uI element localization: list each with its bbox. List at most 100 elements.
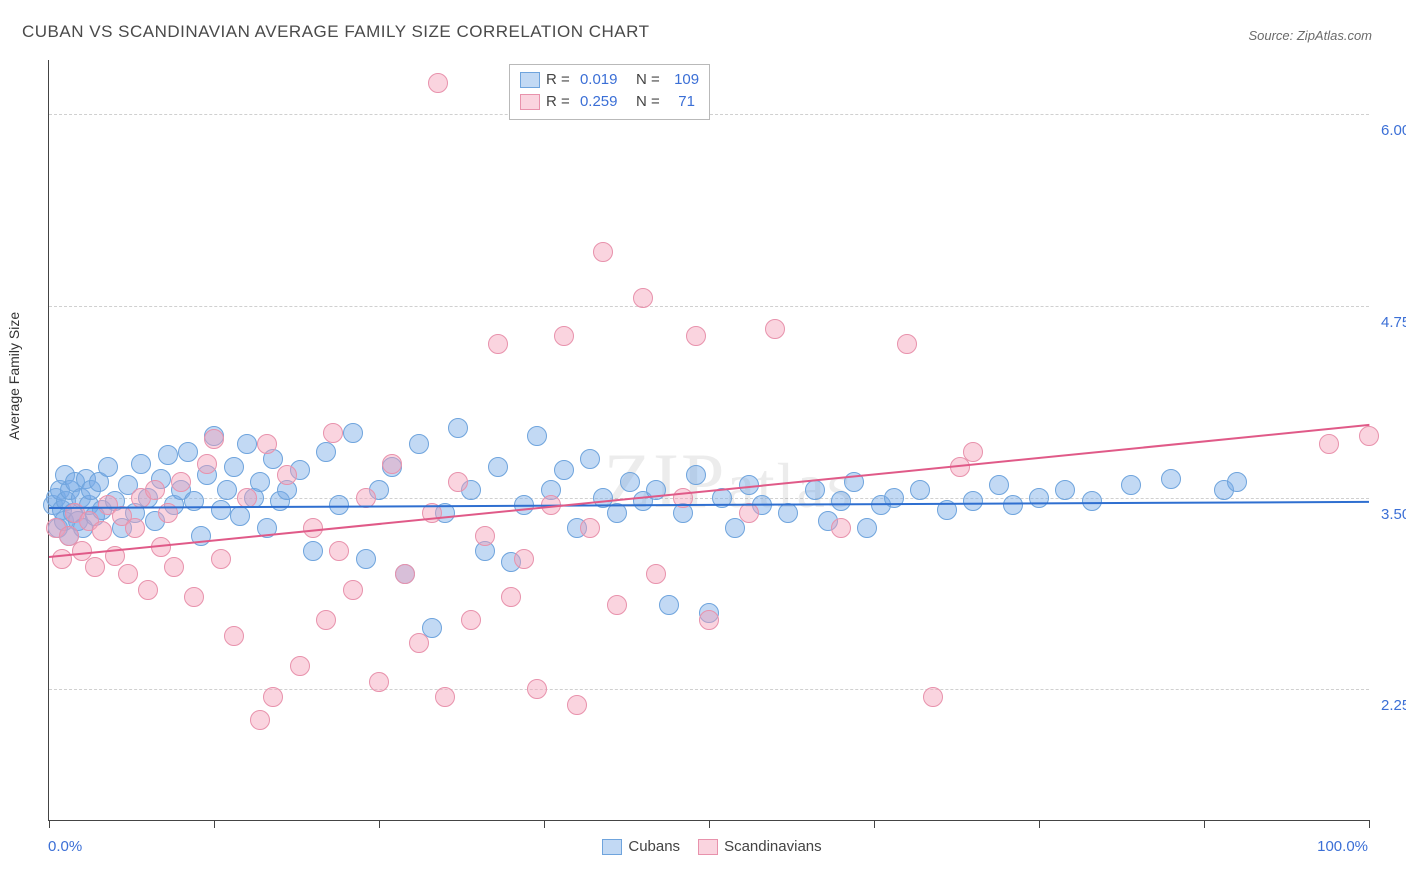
data-point <box>184 587 204 607</box>
bottom-legend: Cubans Scandinavians <box>0 838 1406 855</box>
x-tick <box>214 820 215 828</box>
data-point <box>125 518 145 538</box>
data-point <box>224 626 244 646</box>
data-point <box>686 326 706 346</box>
data-point <box>178 442 198 462</box>
stat-label: R = <box>546 69 574 91</box>
data-point <box>211 500 231 520</box>
data-point <box>765 319 785 339</box>
stat-r-value: 0.019 <box>580 69 618 91</box>
data-point <box>263 687 283 707</box>
data-point <box>211 549 231 569</box>
y-tick-label: 6.00 <box>1373 122 1406 139</box>
data-point <box>989 475 1009 495</box>
data-point <box>633 288 653 308</box>
data-point <box>382 454 402 474</box>
x-tick <box>1369 820 1370 828</box>
data-point <box>831 491 851 511</box>
data-point <box>501 587 521 607</box>
data-point <box>217 480 237 500</box>
data-point <box>131 454 151 474</box>
stat-label: N = <box>623 91 663 113</box>
y-tick-label: 4.75 <box>1373 314 1406 331</box>
legend-swatch <box>520 72 540 88</box>
data-point <box>237 488 257 508</box>
data-point <box>435 687 455 707</box>
data-point <box>620 472 640 492</box>
x-tick <box>49 820 50 828</box>
data-point <box>224 457 244 477</box>
data-point <box>646 564 666 584</box>
x-tick <box>874 820 875 828</box>
source-attribution: Source: ZipAtlas.com <box>1248 28 1372 43</box>
stat-n-value: 71 <box>670 91 695 113</box>
data-point <box>963 442 983 462</box>
data-point <box>963 491 983 511</box>
data-point <box>1227 472 1247 492</box>
data-point <box>230 506 250 526</box>
gridline <box>49 306 1369 307</box>
data-point <box>343 423 363 443</box>
legend-swatch <box>602 839 622 855</box>
data-point <box>593 242 613 262</box>
data-point <box>475 526 495 546</box>
data-point <box>356 549 376 569</box>
data-point <box>1082 491 1102 511</box>
data-point <box>158 445 178 465</box>
x-tick <box>1039 820 1040 828</box>
legend-swatch <box>698 839 718 855</box>
x-tick <box>709 820 710 828</box>
data-point <box>303 541 323 561</box>
data-point <box>910 480 930 500</box>
data-point <box>739 503 759 523</box>
data-point <box>897 334 917 354</box>
stat-label: N = <box>623 69 663 91</box>
data-point <box>98 457 118 477</box>
x-tick <box>379 820 380 828</box>
data-point <box>257 434 277 454</box>
data-point <box>329 541 349 561</box>
data-point <box>1161 469 1181 489</box>
data-point <box>1319 434 1339 454</box>
data-point <box>831 518 851 538</box>
data-point <box>369 672 389 692</box>
data-point <box>138 580 158 600</box>
data-point <box>567 695 587 715</box>
data-point <box>343 580 363 600</box>
data-point <box>277 465 297 485</box>
stat-n-value: 109 <box>670 69 699 91</box>
data-point <box>448 418 468 438</box>
stats-row: R = 0.019 N = 109 <box>520 69 699 91</box>
data-point <box>164 557 184 577</box>
data-point <box>923 687 943 707</box>
data-point <box>488 457 508 477</box>
data-point <box>1003 495 1023 515</box>
data-point <box>204 429 224 449</box>
data-point <box>409 434 429 454</box>
legend-swatch <box>520 94 540 110</box>
data-point <box>250 710 270 730</box>
data-point <box>237 434 257 454</box>
legend-label: Scandinavians <box>724 838 822 855</box>
stat-r-value: 0.259 <box>580 91 618 113</box>
data-point <box>323 423 343 443</box>
data-point <box>316 442 336 462</box>
data-point <box>290 656 310 676</box>
data-point <box>197 454 217 474</box>
data-point <box>527 679 547 699</box>
chart-title: CUBAN VS SCANDINAVIAN AVERAGE FAMILY SIZ… <box>22 22 649 42</box>
data-point <box>805 480 825 500</box>
data-point <box>514 549 534 569</box>
stats-box: R = 0.019 N = 109R = 0.259 N = 71 <box>509 64 710 120</box>
legend-label: Cubans <box>628 838 680 855</box>
data-point <box>52 549 72 569</box>
plot-area: 2.253.504.756.00ZIPatlasR = 0.019 N = 10… <box>48 60 1369 821</box>
data-point <box>85 557 105 577</box>
data-point <box>461 610 481 630</box>
data-point <box>659 595 679 615</box>
data-point <box>699 610 719 630</box>
data-point <box>92 521 112 541</box>
data-point <box>778 503 798 523</box>
data-point <box>607 595 627 615</box>
data-point <box>118 564 138 584</box>
